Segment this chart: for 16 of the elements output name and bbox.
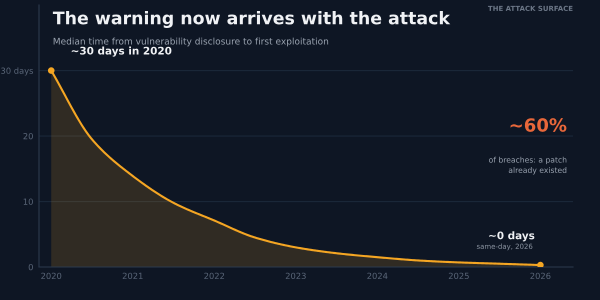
x-tick-label: 2024 xyxy=(367,272,388,280)
y-tick-label: 30 days xyxy=(1,67,34,76)
annotation: ~60% xyxy=(510,118,566,132)
annotation: ~0 days xyxy=(489,231,534,242)
chart-title: The warning now arrives with the attack xyxy=(52,11,450,28)
x-tick-label: 2025 xyxy=(448,272,469,280)
y-tick-label: 10 xyxy=(24,198,33,205)
x-tick-label: 2023 xyxy=(286,272,306,280)
x-tick-label: 2020 xyxy=(41,272,62,280)
text: Median time from vulnerability disclosure to first exploitation xyxy=(54,38,328,46)
x-tick-label: 2021 xyxy=(122,272,143,280)
x-tick-label: 2022 xyxy=(204,272,224,280)
x-tick-label: 2026 xyxy=(530,272,550,280)
y-tick-label: 0 xyxy=(28,264,33,270)
y-tick-label: 20 xyxy=(23,133,33,140)
annotation: ~30 days in 2020 xyxy=(72,46,172,57)
